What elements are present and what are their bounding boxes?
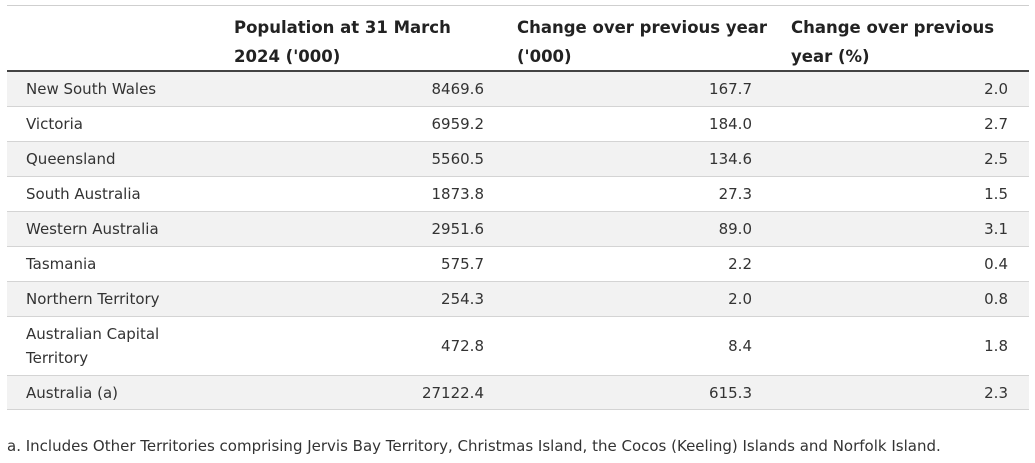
table-row-total: Australia (a) 27122.4 615.3 2.3 bbox=[7, 376, 1029, 410]
table-row: Northern Territory 254.3 2.0 0.8 bbox=[7, 282, 1029, 317]
row-state-name: New South Wales bbox=[26, 80, 157, 98]
table-footnote: a. Includes Other Territories comprising… bbox=[7, 437, 941, 455]
row-state-name: Northern Territory bbox=[26, 290, 160, 308]
row-change: 2.0 bbox=[728, 290, 752, 308]
row-change-percent: 2.0 bbox=[984, 80, 1008, 98]
table-row: Australian Capital Territory 472.8 8.4 1… bbox=[7, 317, 1029, 376]
row-change: 89.0 bbox=[718, 220, 752, 238]
row-state-name: Victoria bbox=[26, 115, 83, 133]
row-change: 2.2 bbox=[728, 255, 752, 273]
header-change-thousands: Change over previous year ('000) bbox=[517, 18, 768, 66]
row-state-name: Western Australia bbox=[26, 220, 159, 238]
row-state-name: Australian Capital Territory bbox=[26, 325, 160, 367]
table-row: Queensland 5560.5 134.6 2.5 bbox=[7, 142, 1029, 177]
row-population: 472.8 bbox=[441, 337, 484, 355]
header-state bbox=[7, 13, 227, 70]
row-change-percent: 1.5 bbox=[984, 185, 1008, 203]
row-change: 134.6 bbox=[709, 150, 752, 168]
row-change: 615.3 bbox=[709, 383, 752, 402]
row-state-name: Queensland bbox=[26, 150, 116, 168]
table-row: Victoria 6959.2 184.0 2.7 bbox=[7, 107, 1029, 142]
header-population: Population at 31 March 2024 ('000) bbox=[234, 18, 451, 66]
row-population: 5560.5 bbox=[431, 150, 485, 168]
row-population: 575.7 bbox=[441, 255, 484, 273]
table-header-row: Population at 31 March 2024 ('000) Chang… bbox=[7, 6, 1029, 72]
table-row: Western Australia 2951.6 89.0 3.1 bbox=[7, 212, 1029, 247]
row-change: 167.7 bbox=[709, 80, 752, 98]
table-row: South Australia 1873.8 27.3 1.5 bbox=[7, 177, 1029, 212]
row-change-percent: 3.1 bbox=[984, 220, 1008, 238]
row-population: 27122.4 bbox=[421, 383, 484, 402]
row-change-percent: 0.8 bbox=[984, 290, 1008, 308]
row-state-name: Tasmania bbox=[26, 255, 97, 273]
row-change-percent: 2.3 bbox=[984, 383, 1008, 402]
table-top-rule bbox=[7, 5, 1029, 6]
row-population: 1873.8 bbox=[431, 185, 485, 203]
row-population: 8469.6 bbox=[431, 80, 485, 98]
row-population: 254.3 bbox=[441, 290, 484, 308]
row-population: 2951.6 bbox=[431, 220, 485, 238]
row-state-name: Australia (a) bbox=[26, 383, 119, 402]
row-change-percent: 2.7 bbox=[984, 115, 1008, 133]
row-change: 184.0 bbox=[709, 115, 752, 133]
row-state-name: South Australia bbox=[26, 185, 141, 203]
table-row: New South Wales 8469.6 167.7 2.0 bbox=[7, 72, 1029, 107]
row-change-percent: 1.8 bbox=[984, 337, 1008, 355]
header-change-percent: Change over previous year (%) bbox=[791, 18, 995, 66]
row-change: 27.3 bbox=[718, 185, 752, 203]
population-table: Population at 31 March 2024 ('000) Chang… bbox=[7, 5, 1029, 410]
row-population: 6959.2 bbox=[431, 115, 485, 133]
table-row: Tasmania 575.7 2.2 0.4 bbox=[7, 247, 1029, 282]
row-change-percent: 2.5 bbox=[984, 150, 1008, 168]
row-change-percent: 0.4 bbox=[984, 255, 1008, 273]
row-change: 8.4 bbox=[728, 337, 752, 355]
